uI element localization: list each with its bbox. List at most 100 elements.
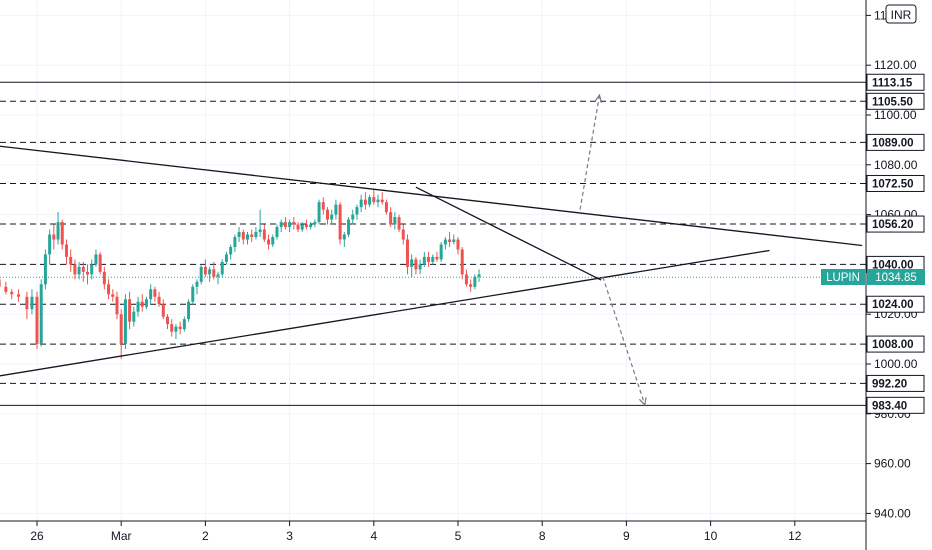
x-tick-label: 8: [539, 529, 546, 543]
level-label-box: [866, 396, 925, 414]
y-tick-label: 1120.00: [874, 58, 917, 72]
candle-body: [16, 294, 20, 297]
candle-body: [123, 299, 127, 345]
candle-body: [330, 214, 334, 220]
candle-body: [279, 222, 283, 228]
x-tick-label: Mar: [111, 529, 132, 543]
candle-body: [90, 264, 94, 275]
candle-body: [393, 217, 397, 225]
candle-body: [56, 222, 60, 240]
candle-body: [212, 269, 216, 277]
candle-body: [431, 256, 435, 262]
horizontal-levels: [0, 81, 866, 406]
y-tick-label: 1100.00: [874, 108, 917, 122]
trendline: [415, 186, 602, 281]
candle-body: [397, 217, 401, 230]
candle-body: [254, 232, 258, 238]
candle-body: [389, 212, 393, 225]
level-label-box: [866, 92, 925, 110]
candle-body: [182, 319, 186, 330]
candle-body: [77, 266, 81, 275]
candle-body: [347, 219, 351, 235]
y-tick-label: 1080.00: [874, 158, 918, 172]
candle-body: [119, 314, 123, 345]
candle-body: [115, 296, 119, 315]
level-label-box: [866, 374, 925, 392]
candle-body: [351, 214, 355, 220]
candle-body: [338, 204, 342, 240]
candle-body: [153, 289, 157, 297]
candle-body: [161, 304, 165, 317]
symbol-label: LUPIN: [826, 272, 860, 284]
x-tick-label: 4: [370, 529, 377, 543]
candle-body: [296, 224, 300, 230]
candle-body: [195, 281, 199, 287]
candle-body: [10, 291, 14, 295]
arrow-head: [638, 397, 647, 407]
x-tick-label: 12: [788, 529, 802, 543]
current-price-label: LUPIN 1034.85: [821, 269, 925, 285]
candle-body: [275, 227, 279, 238]
symbol-badge: [821, 269, 865, 285]
candle-body: [224, 254, 228, 262]
x-tick-label: 3: [286, 529, 293, 543]
candle-body: [384, 202, 388, 213]
candle-body: [321, 202, 325, 210]
candle-body: [69, 256, 73, 265]
level-label-box: [866, 215, 925, 233]
x-tick-label: 9: [623, 529, 630, 543]
level-label: 983.40: [872, 400, 907, 412]
candle-body: [456, 239, 460, 250]
candle-body: [334, 204, 338, 215]
candle-body: [418, 264, 422, 270]
level-labels: 1113.15 1105.50 1089.00 1072.50 1056.20 1040.…: [866, 73, 925, 414]
time-axis[interactable]: 26 Mar 2 3 4 5 8 9 10 12: [30, 521, 802, 543]
candle-body: [60, 222, 64, 245]
candle-body: [149, 289, 153, 300]
projection-arrows: [579, 93, 647, 407]
candle-body: [283, 222, 287, 228]
candle-body: [111, 294, 115, 297]
candle-body: [288, 222, 292, 228]
candle-body: [300, 224, 304, 230]
candle-body: [203, 266, 207, 275]
candle-body: [107, 284, 111, 295]
level-label-box: [866, 335, 925, 353]
candle-body: [271, 237, 275, 245]
level-label-box: [866, 174, 925, 192]
candle-body: [443, 239, 447, 245]
candle-body: [43, 254, 47, 285]
candle-body: [208, 269, 212, 275]
candle-body: [452, 239, 456, 242]
candle-body: [292, 222, 296, 225]
candle-body: [317, 202, 321, 223]
candle-body: [258, 229, 262, 233]
candle-body: [477, 274, 481, 277]
candle-body: [427, 256, 431, 262]
candle-body: [128, 299, 132, 322]
candle-body: [216, 274, 220, 277]
candle-body: [4, 286, 8, 292]
candle-body: [262, 229, 266, 240]
candle-body: [229, 246, 233, 255]
currency-badge[interactable]: INR: [885, 4, 917, 24]
x-tick-label: 5: [455, 529, 462, 543]
candle-body: [342, 234, 346, 240]
candle-body: [309, 224, 313, 228]
candle-body: [48, 234, 52, 255]
currency-label: INR: [891, 8, 912, 22]
candle-body: [464, 274, 468, 285]
candle-body: [460, 249, 464, 275]
candle-body: [241, 232, 245, 240]
level-label: 1072.50: [872, 178, 914, 190]
candle-body: [144, 299, 148, 307]
level-label: 992.20: [872, 378, 907, 390]
level-label-box: [866, 73, 925, 91]
candle-body: [102, 271, 106, 285]
candle-body: [132, 311, 136, 322]
level-label: 1024.00: [872, 299, 914, 311]
candle-body: [174, 326, 178, 332]
candle-body: [52, 234, 56, 240]
candle-body: [191, 286, 195, 302]
